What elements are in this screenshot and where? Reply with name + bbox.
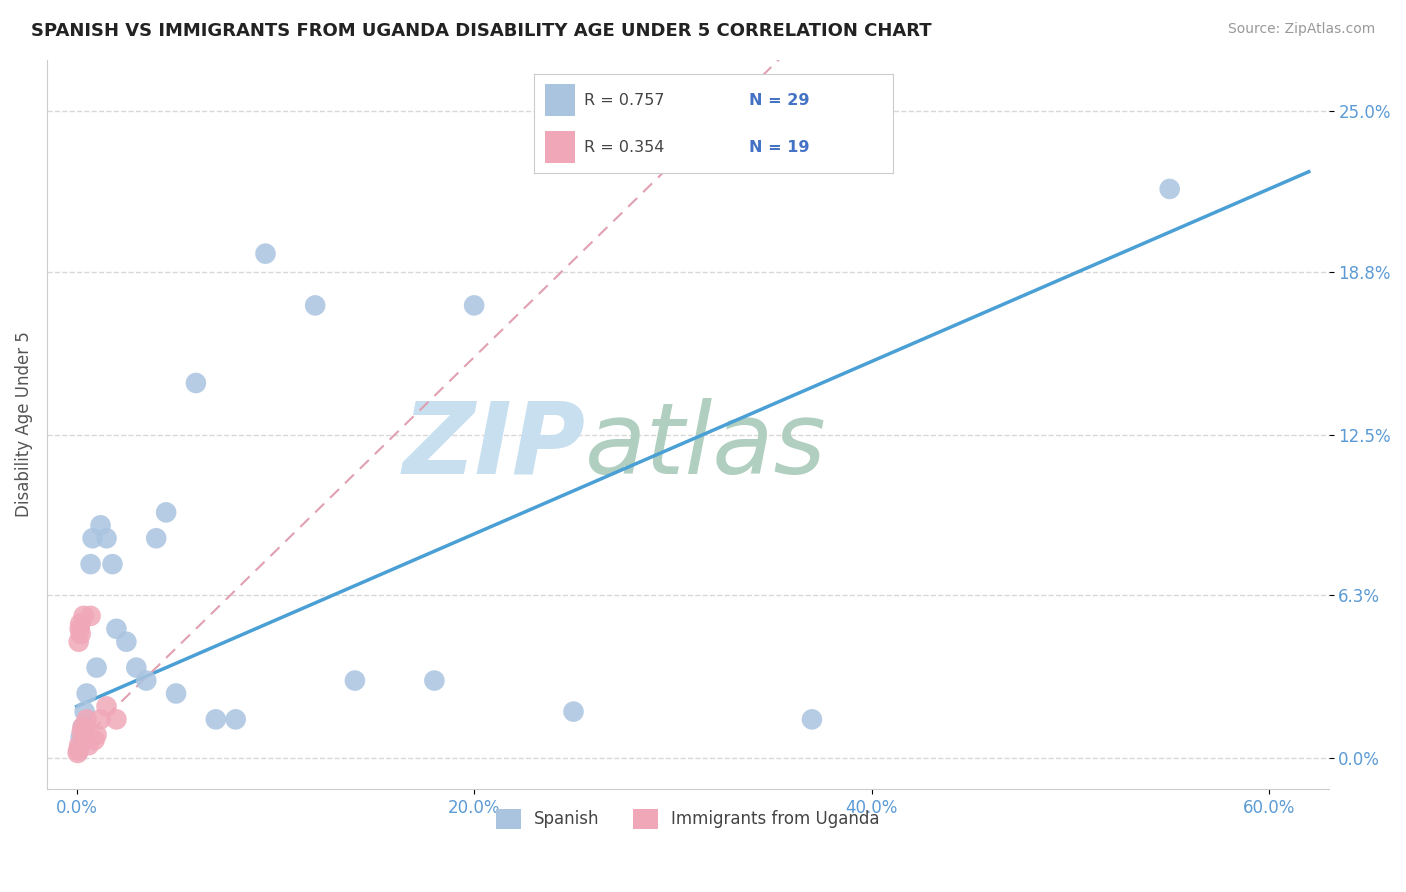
Point [67,634,90,648]
Text: ZIP: ZIP [402,398,585,495]
Point [225,712,247,726]
Point [90,712,112,726]
Point [83,733,105,747]
Point [76,712,98,726]
Point [155,505,177,519]
Y-axis label: Disability Age Under 5: Disability Age Under 5 [15,332,32,517]
Point [69,731,91,745]
Point [79,608,101,623]
Point [105,712,128,726]
Point [73,705,96,719]
Point [86,728,108,742]
Point [145,531,167,545]
Point [69,616,91,631]
Point [96,531,118,545]
Point [90,518,112,533]
Text: atlas: atlas [585,398,827,495]
Point [70,725,93,739]
Point [423,673,446,688]
Point [115,634,138,648]
Point [66,746,89,760]
Point [76,686,98,700]
Point [69,622,91,636]
Text: SPANISH VS IMMIGRANTS FROM UGANDA DISABILITY AGE UNDER 5 CORRELATION CHART: SPANISH VS IMMIGRANTS FROM UGANDA DISABI… [31,22,932,40]
Point [463,298,485,312]
Point [165,686,187,700]
Point [135,673,157,688]
Point [72,720,94,734]
Point [204,712,226,726]
Point [67,738,90,752]
Point [101,557,124,571]
Point [67,743,90,757]
Point [1159,182,1181,196]
Point [73,731,96,745]
Legend: Spanish, Immigrants from Uganda: Spanish, Immigrants from Uganda [489,802,886,836]
Point [72,608,94,623]
Point [304,298,326,312]
Point [801,712,824,726]
Point [254,246,277,260]
Point [125,660,148,674]
Point [77,738,100,752]
Point [96,699,118,714]
Point [82,531,104,545]
Point [69,627,91,641]
Point [86,660,108,674]
Point [105,622,128,636]
Point [343,673,366,688]
Point [562,705,585,719]
Point [67,743,90,757]
Point [184,376,207,390]
Point [79,557,101,571]
Point [72,720,94,734]
Text: Source: ZipAtlas.com: Source: ZipAtlas.com [1227,22,1375,37]
